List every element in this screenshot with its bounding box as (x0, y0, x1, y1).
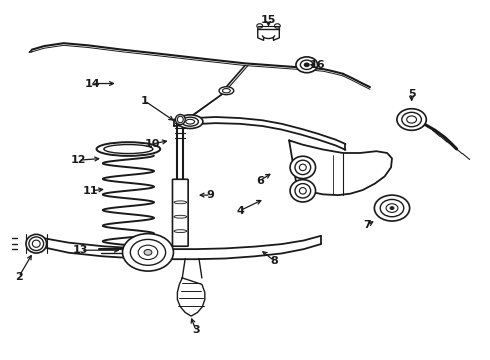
Text: 11: 11 (83, 186, 98, 196)
Circle shape (138, 245, 158, 260)
Ellipse shape (290, 156, 316, 179)
Text: 15: 15 (261, 15, 276, 25)
Circle shape (130, 239, 166, 265)
Ellipse shape (295, 160, 311, 175)
Circle shape (407, 116, 416, 123)
Text: 12: 12 (71, 155, 86, 165)
Text: 14: 14 (84, 78, 100, 89)
Circle shape (374, 195, 410, 221)
Ellipse shape (222, 89, 230, 93)
Text: 8: 8 (270, 256, 278, 266)
Ellipse shape (186, 119, 195, 124)
Circle shape (402, 112, 421, 127)
Text: 9: 9 (207, 190, 215, 200)
Circle shape (144, 249, 152, 255)
Text: 13: 13 (73, 245, 89, 255)
Ellipse shape (104, 145, 153, 153)
Ellipse shape (174, 230, 187, 233)
Text: 1: 1 (141, 96, 148, 106)
FancyBboxPatch shape (172, 179, 188, 246)
Ellipse shape (174, 201, 187, 204)
Text: 2: 2 (15, 272, 23, 282)
Ellipse shape (295, 184, 311, 198)
Ellipse shape (182, 117, 198, 126)
Text: 4: 4 (236, 206, 244, 216)
Text: 16: 16 (310, 60, 325, 70)
Circle shape (122, 234, 173, 271)
Ellipse shape (32, 240, 40, 247)
Ellipse shape (299, 188, 306, 194)
Ellipse shape (175, 114, 185, 125)
Ellipse shape (29, 237, 44, 251)
Text: 6: 6 (256, 176, 264, 186)
Ellipse shape (299, 164, 306, 171)
Ellipse shape (174, 215, 187, 218)
Circle shape (386, 204, 398, 212)
Ellipse shape (26, 234, 47, 253)
Ellipse shape (219, 87, 234, 95)
Text: 3: 3 (192, 325, 200, 336)
Circle shape (390, 207, 394, 210)
Ellipse shape (290, 180, 316, 202)
Circle shape (300, 60, 313, 69)
Text: 7: 7 (364, 220, 371, 230)
Text: 5: 5 (408, 89, 416, 99)
Ellipse shape (177, 116, 183, 123)
Circle shape (296, 57, 318, 73)
Circle shape (380, 199, 404, 217)
Ellipse shape (177, 115, 203, 129)
Ellipse shape (97, 142, 160, 156)
Circle shape (397, 109, 426, 130)
Circle shape (304, 63, 309, 67)
Text: 10: 10 (144, 139, 160, 149)
